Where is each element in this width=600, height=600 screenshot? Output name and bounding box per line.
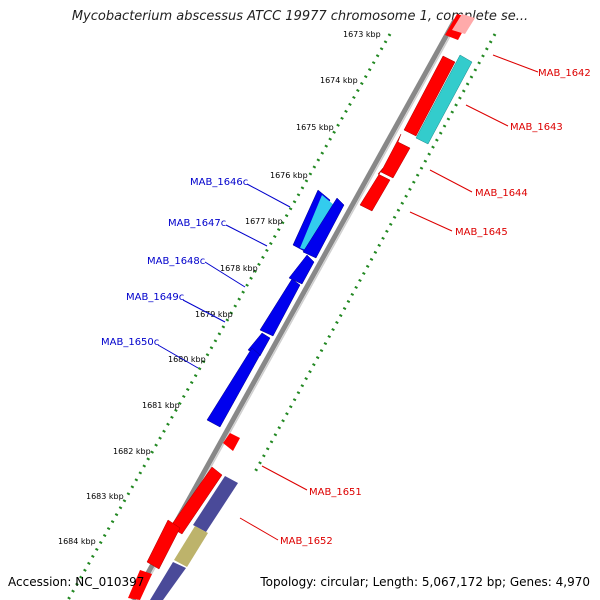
map-title: Mycobacterium abscessus ATCC 19977 chrom… xyxy=(71,9,529,24)
leader-mab-1651 xyxy=(261,465,308,491)
gene-label-mab-1643[interactable]: MAB_1643 xyxy=(510,122,563,133)
gene-label-mab-1650c[interactable]: MAB_1650c xyxy=(101,337,159,348)
leader-mab-1648c xyxy=(204,261,246,288)
cds-red-lower[interactable] xyxy=(146,519,181,570)
kbp-tick-label: 1675 kbp xyxy=(296,123,334,132)
kbp-tick-label: 1683 kbp xyxy=(86,492,124,501)
kbp-tick-label: 1676 kbp xyxy=(270,171,308,180)
leader-mab-1647c xyxy=(225,224,268,247)
cds-mab-1650c[interactable] xyxy=(206,347,261,428)
leader-mab-1645 xyxy=(409,211,453,232)
cds-purple-1[interactable] xyxy=(193,476,238,532)
kbp-tick-label: 1673 kbp xyxy=(343,30,381,39)
cds-purple-2[interactable] xyxy=(150,562,186,600)
kbp-tick-label: 1678 kbp xyxy=(220,264,258,273)
gene-label-mab-1648c[interactable]: MAB_1648c xyxy=(147,256,205,267)
kbp-tick-label: 1682 kbp xyxy=(113,447,151,456)
gene-label-mab-1652[interactable]: MAB_1652 xyxy=(280,536,333,547)
cds-olive[interactable] xyxy=(174,526,208,567)
cds-mab-1649c[interactable] xyxy=(259,278,301,337)
kbp-tick-label: 1684 kbp xyxy=(58,537,96,546)
cds-faded-top xyxy=(452,14,475,34)
kbp-tick-label: 1680 kbp xyxy=(168,355,206,364)
leader-mab-1646c xyxy=(246,183,291,208)
leader-mab-1643 xyxy=(465,104,509,127)
cds-mab-1642[interactable] xyxy=(403,55,456,137)
kbp-tick-label: 1677 kbp xyxy=(245,217,283,226)
gene-label-mab-1645[interactable]: MAB_1645 xyxy=(455,227,508,238)
kbp-tick-label: 1674 kbp xyxy=(320,76,358,85)
kbp-tick-label: 1681 kbp xyxy=(142,401,180,410)
gene-label-mab-1649c[interactable]: MAB_1649c xyxy=(126,292,184,303)
topology-text: Topology: circular; Length: 5,067,172 bp… xyxy=(260,575,590,589)
scale-track-right xyxy=(253,33,497,473)
leader-mab-1642 xyxy=(492,54,539,73)
gene-label-mab-1644[interactable]: MAB_1644 xyxy=(475,188,528,199)
leader-mab-1649c xyxy=(182,299,226,323)
leader-mab-1644 xyxy=(429,169,473,193)
gene-label-mab-1647c[interactable]: MAB_1647c xyxy=(168,218,226,229)
cds-mab-1643[interactable] xyxy=(415,54,473,145)
accession-text: Accession: NC_010397 xyxy=(8,575,145,589)
gene-label-mab-1651[interactable]: MAB_1651 xyxy=(309,487,362,498)
gene-label-mab-1642[interactable]: MAB_1642 xyxy=(538,68,591,79)
leader-mab-1650c xyxy=(157,344,199,369)
cds-mab-1651[interactable] xyxy=(223,433,240,451)
cds-mab-1646c-cyan[interactable] xyxy=(300,195,334,252)
cds-mab-1647c[interactable] xyxy=(302,197,345,259)
cds-mab-1644[interactable] xyxy=(380,133,411,179)
cds-mab-1645[interactable] xyxy=(359,167,391,212)
kbp-tick-label: 1679 kbp xyxy=(195,310,233,319)
cds-red-bottom[interactable] xyxy=(128,570,152,600)
leader-mab-1652 xyxy=(239,517,279,541)
cds-mab-1648c[interactable] xyxy=(288,254,315,285)
gene-label-mab-1646c[interactable]: MAB_1646c xyxy=(190,177,248,188)
